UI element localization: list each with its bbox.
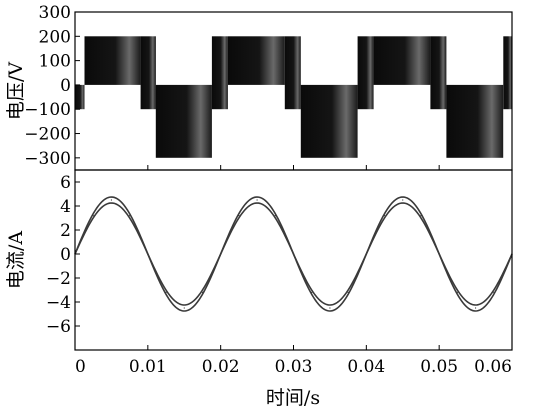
- current-sample-point: [129, 215, 131, 217]
- pwm-block: [84, 36, 141, 85]
- pwm-block: [155, 84, 212, 158]
- y-tick-label: 200: [39, 27, 71, 47]
- current-sample-point: [311, 291, 313, 293]
- current-sample-point: [147, 253, 149, 255]
- current-y-axis: 6 4 2 0 −2 −4 −6: [46, 173, 80, 337]
- current-sample-point: [274, 215, 276, 217]
- current-sample-point: [92, 215, 94, 217]
- x-tick-label: 0.05: [420, 357, 458, 377]
- voltage-panel: 300 200 100 0 −100 −200 −300 电压/V: [5, 3, 513, 171]
- x-tick-label: 0: [75, 357, 86, 377]
- y-tick-label: 100: [39, 52, 71, 72]
- current-sample-point: [183, 307, 185, 309]
- time-x-axis: 0 0.01 0.02 0.03 0.04 0.05 0.06: [74, 345, 513, 377]
- pwm-block: [228, 36, 285, 85]
- voltage-x-axis: [147, 165, 440, 170]
- current-wave-lower: [74, 202, 513, 312]
- voltage-y-axis: 300 200 100 0 −100 −200 −300: [24, 3, 80, 169]
- y-tick-label: 0: [60, 245, 71, 265]
- pwm-block: [503, 36, 512, 110]
- current-sample-point: [165, 291, 167, 293]
- pwm-block: [211, 36, 228, 110]
- x-tick-label: 0.03: [275, 357, 313, 377]
- current-sample-point: [474, 307, 477, 309]
- y-tick-label: −200: [24, 125, 71, 145]
- y-tick-label: 0: [60, 76, 71, 96]
- y-tick-label: 6: [60, 173, 71, 193]
- y-tick-label: 300: [39, 3, 71, 23]
- y-tick-label: −300: [24, 149, 71, 169]
- pwm-block: [373, 36, 431, 85]
- current-sample-point: [383, 215, 386, 217]
- current-plot-frame: [74, 169, 513, 351]
- current-sample-point: [347, 291, 349, 293]
- x-tick-label: 0.06: [474, 357, 512, 377]
- current-waveform: [74, 196, 513, 312]
- voltage-axis-title: 电压/V: [5, 62, 27, 120]
- y-tick-label: −4: [46, 293, 71, 313]
- pwm-block: [284, 36, 301, 110]
- current-sample-point: [438, 253, 440, 255]
- current-sample-point: [329, 307, 331, 309]
- pwm-block: [446, 84, 504, 158]
- voltage-waveform: [75, 36, 512, 158]
- current-axis-title: 电流/A: [5, 231, 27, 289]
- pwm-block: [357, 36, 374, 110]
- current-sample-point: [110, 199, 113, 201]
- y-tick-label: 4: [60, 197, 71, 217]
- current-sample-point: [238, 215, 240, 217]
- current-sample-point: [220, 253, 222, 255]
- y-tick-label: −100: [24, 100, 71, 120]
- pwm-block: [75, 84, 85, 110]
- x-tick-label: 0.01: [129, 357, 167, 377]
- current-sample-point: [402, 199, 404, 201]
- current-sample-point: [292, 253, 295, 255]
- pwm-block: [140, 36, 156, 110]
- current-sample-point: [420, 215, 422, 217]
- y-tick-label: −2: [46, 269, 71, 289]
- current-panel: 6 4 2 0 −2 −4 −6 0 0.01 0.02 0.03 0.04 0.05 0.06 电流/…: [5, 169, 513, 409]
- x-tick-label: 0.04: [347, 357, 385, 377]
- y-tick-label: −6: [46, 317, 71, 337]
- current-sample-point: [456, 291, 458, 293]
- y-tick-label: 2: [60, 221, 71, 241]
- current-sample-point: [256, 199, 258, 201]
- x-tick-label: 0.02: [202, 357, 240, 377]
- current-sample-point: [365, 253, 367, 255]
- pwm-block: [430, 36, 447, 110]
- current-sample-point: [493, 291, 495, 293]
- time-axis-title: 时间/s: [266, 387, 320, 409]
- pwm-block: [300, 84, 358, 158]
- current-sample-point: [201, 291, 204, 293]
- current-wave-upper: [74, 196, 513, 306]
